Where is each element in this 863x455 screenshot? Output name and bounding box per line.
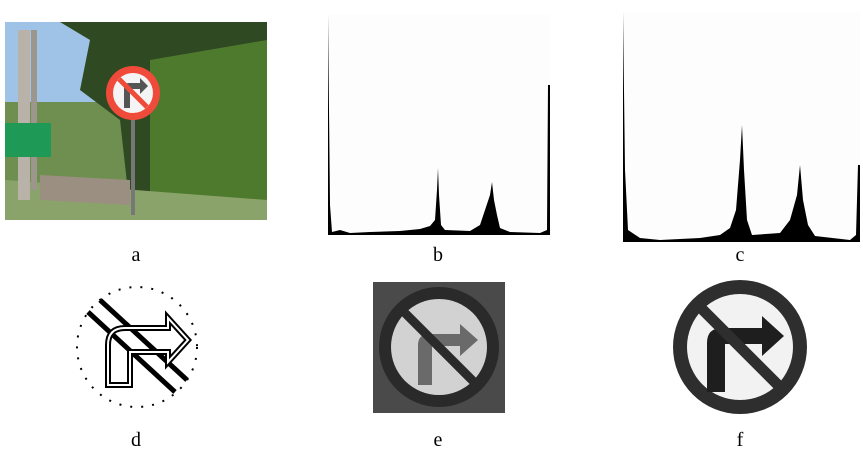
gray-sign-f [673,280,807,414]
binary-sign-d [77,287,197,407]
panel-label: f [737,429,744,451]
panel-label: c [736,244,745,266]
photo-street-scene [5,22,267,220]
panel-label: e [434,429,443,451]
panel-label: d [131,429,141,451]
figure: a b c d e f [0,0,863,455]
gray-sign-e [373,282,505,413]
panel-label: b [433,244,443,266]
panel-label: a [132,244,141,266]
histogram-b [328,15,550,235]
histogram-c [623,12,860,242]
